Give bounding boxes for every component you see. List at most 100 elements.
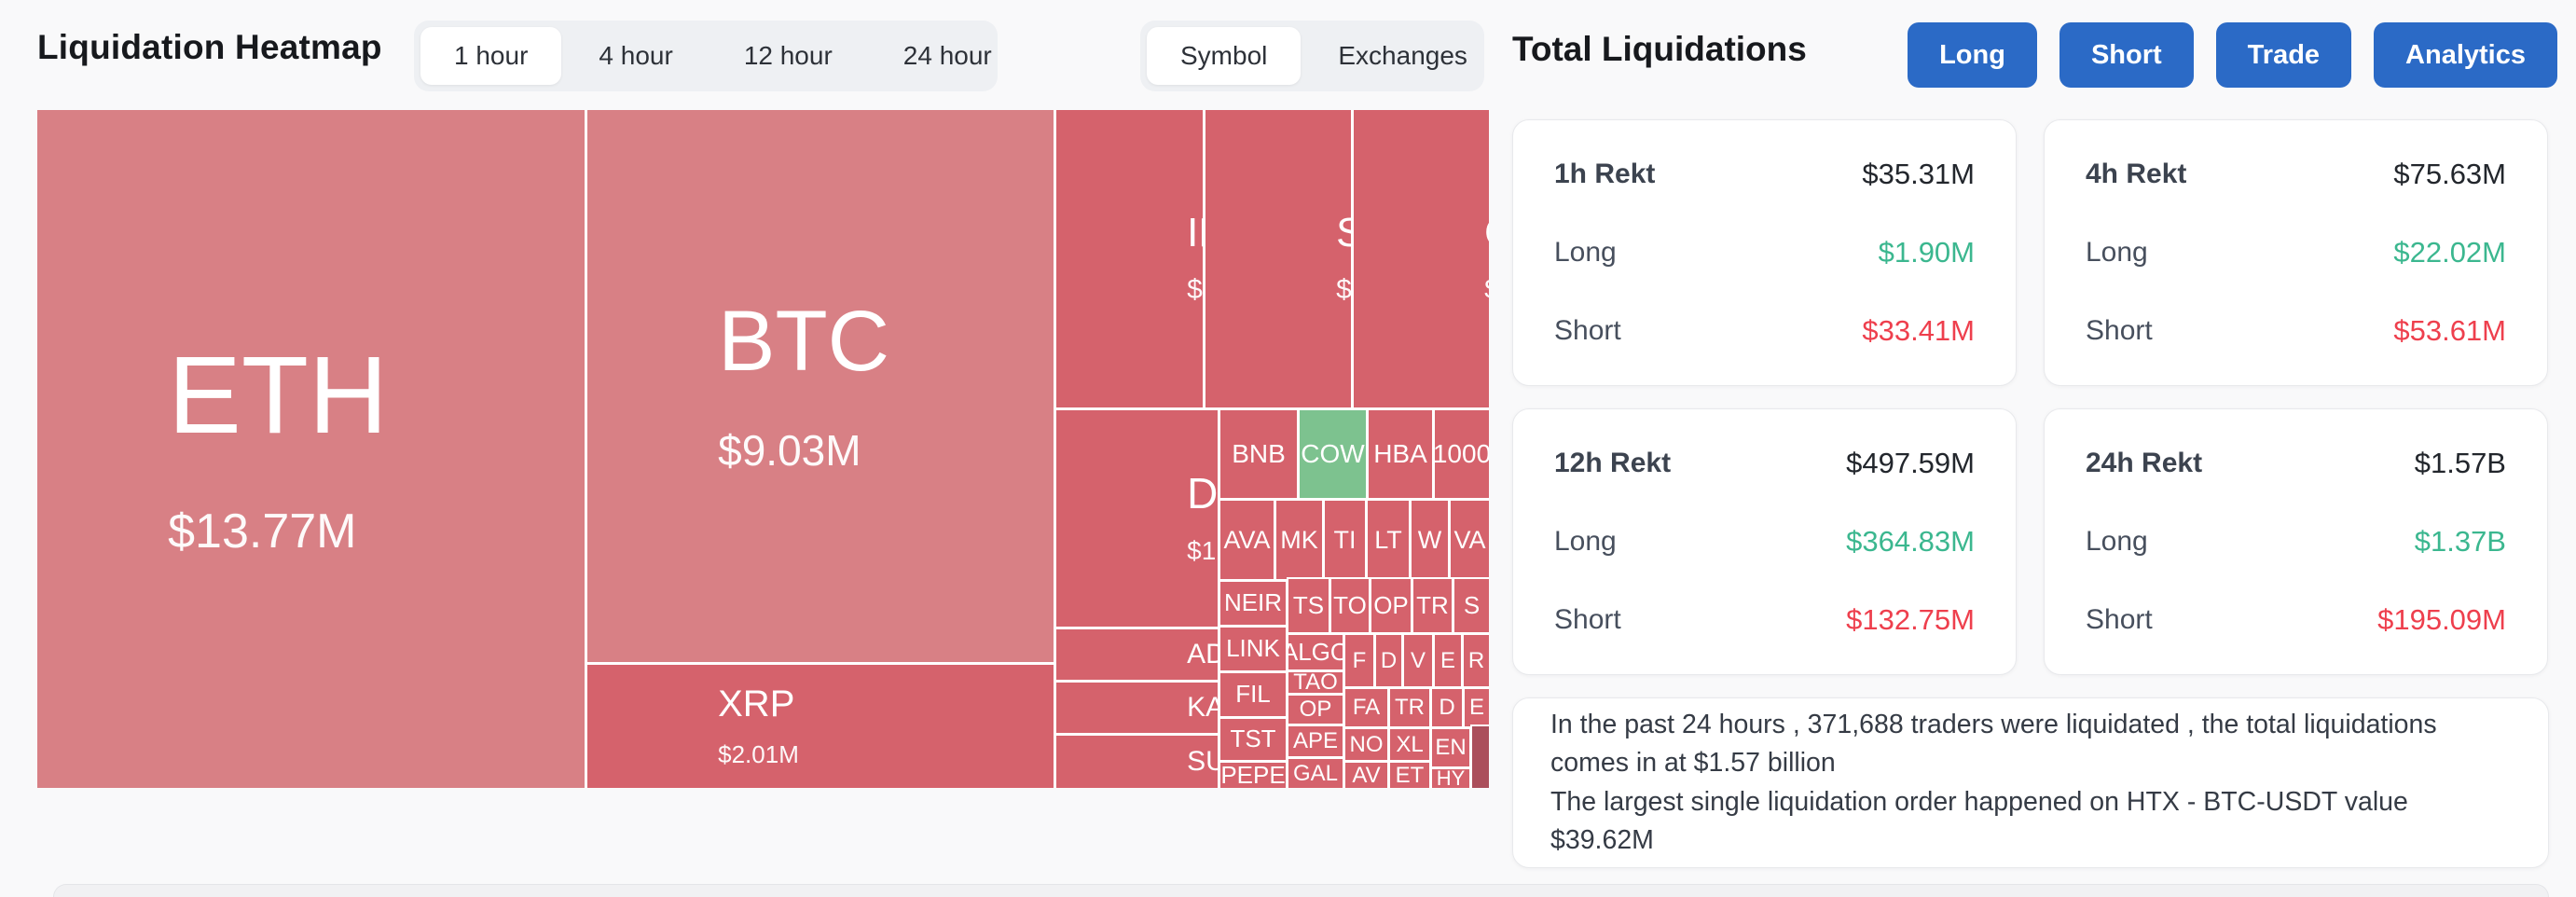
treemap-cell-ti[interactable]: TI (1323, 499, 1367, 581)
treemap-cell-tr[interactable]: TR (1388, 687, 1431, 728)
treemap-cell-xrp[interactable]: XRP $2.01M (585, 663, 1055, 788)
treemap-cell-tst[interactable]: TST (1219, 717, 1288, 762)
long-button[interactable]: Long (1908, 22, 2037, 88)
treemap-cell-ape[interactable]: APE (1287, 724, 1344, 758)
treemap-cell-eth[interactable]: ETH $13.77M (37, 110, 586, 788)
treemap-cell-value: $13.77M (168, 504, 357, 559)
treemap-cell-v[interactable]: V (1402, 633, 1434, 688)
stat-row-period: 12h Rekt $497.59M (1554, 447, 1975, 480)
time-tab-1-hour[interactable]: 1 hour (420, 27, 562, 85)
treemap-cell-op[interactable]: OP (1287, 694, 1344, 725)
treemap-cell-bnb[interactable]: BNB (1219, 408, 1299, 500)
treemap-cell-av[interactable]: AV (1343, 761, 1389, 788)
page-title: Liquidation Heatmap (37, 28, 382, 66)
treemap-cell-algo[interactable]: ALGO (1287, 633, 1344, 671)
liquidation-treemap: ETH $13.77M BTC $9.03M XRP $2.01M IP $1.57M SOL $… (37, 110, 1489, 788)
time-tab-4-hour[interactable]: 4 hour (599, 41, 673, 70)
stat-value-period: $497.59M (1846, 447, 1975, 479)
treemap-cell-en[interactable]: EN (1430, 727, 1471, 768)
treemap-cell-cow[interactable]: COW (1298, 408, 1368, 500)
treemap-cell-hba[interactable]: HBA (1367, 408, 1434, 500)
treemap-cell-symbol: LINK (1226, 634, 1280, 663)
treemap-cell-ava[interactable]: AVA (1219, 499, 1275, 581)
treemap-cell-dk[interactable] (1470, 724, 1489, 788)
stat-label: 4h Rekt (2086, 159, 2187, 189)
treemap-cell-link[interactable]: LINK (1219, 626, 1288, 672)
treemap-cell-to[interactable]: TO (1329, 577, 1371, 634)
stat-value-short: $132.75M (1846, 603, 1975, 636)
treemap-cell-symbol: ETH (168, 334, 389, 458)
stat-label: Long (2086, 237, 2148, 268)
treemap-cell-tao[interactable]: TAO (1287, 670, 1344, 695)
treemap-cell-symbol: COW (1301, 439, 1365, 469)
stat-label: Long (1554, 237, 1617, 268)
treemap-cell-f[interactable]: F (1343, 633, 1375, 688)
treemap-cell-others[interactable]: Others $1.50M (1352, 110, 1489, 409)
treemap-cell-sol[interactable]: SOL $1.54M (1204, 110, 1353, 409)
treemap-cell-symbol: PEPE (1220, 763, 1286, 788)
treemap-cell-no[interactable]: NO (1343, 727, 1389, 762)
stat-label: Short (2086, 315, 2153, 346)
treemap-cell-symbol: HBA (1373, 439, 1427, 469)
stat-label: Long (1554, 526, 1617, 557)
treemap-cell-gal[interactable]: GAL (1287, 757, 1344, 788)
stat-value-long: $1.90M (1878, 236, 1975, 269)
view-tab-symbol[interactable]: Symbol (1147, 27, 1302, 85)
treemap-cell-symbol: TO (1333, 590, 1367, 619)
treemap-cell-symbol: AVA (1223, 525, 1271, 554)
treemap-cell-doge[interactable]: DOGE $1.27M (1054, 408, 1219, 628)
analytics-button[interactable]: Analytics (2374, 22, 2557, 88)
treemap-cell-kaito[interactable]: KAITO (1054, 681, 1219, 735)
stat-row-short: Short $53.61M (2086, 314, 2506, 348)
treemap-cell-mk[interactable]: MK (1274, 499, 1324, 581)
treemap-cell-btc[interactable]: BTC $9.03M (585, 110, 1055, 664)
treemap-cell-xl[interactable]: XL (1388, 727, 1431, 762)
treemap-cell-fa[interactable]: FA (1343, 687, 1389, 728)
treemap-cell-ts[interactable]: TS (1287, 577, 1330, 634)
treemap-cell-symbol: SUI (1187, 746, 1218, 778)
treemap-cell-symbol: LT (1374, 525, 1402, 554)
treemap-cell-w[interactable]: W (1410, 499, 1450, 581)
treemap-cell-et[interactable]: ET (1388, 761, 1431, 788)
treemap-cell-symbol: GAL (1292, 760, 1339, 786)
treemap-cell-r[interactable]: R (1462, 633, 1489, 688)
treemap-cell-sui[interactable]: SUI (1054, 734, 1219, 788)
time-tab-24-hour[interactable]: 24 hour (902, 41, 992, 70)
treemap-cell-symbol: AV (1352, 763, 1381, 788)
treemap-cell-s[interactable]: S (1453, 577, 1489, 634)
treemap-cell-op[interactable]: OP (1370, 577, 1412, 634)
stat-value-short: $53.61M (2393, 314, 2506, 347)
treemap-cell-symbol: BTC (718, 294, 890, 390)
treemap-cell-symbol: MK (1280, 525, 1318, 554)
treemap-cell-ip[interactable]: IP $1.57M (1054, 110, 1205, 409)
treemap-cell-e[interactable]: E (1463, 687, 1489, 728)
treemap-cell-d[interactable]: D (1430, 687, 1464, 728)
treemap-cell-symbol: OP (1373, 590, 1409, 619)
treemap-cell-symbol: 1000 (1435, 439, 1489, 469)
treemap-cell-fil[interactable]: FIL (1219, 671, 1288, 718)
stat-label: Short (2086, 604, 2153, 635)
treemap-cell-pepe[interactable]: PEPE (1219, 761, 1288, 788)
short-button[interactable]: Short (2059, 22, 2194, 88)
treemap-cell-lt[interactable]: LT (1366, 499, 1411, 581)
treemap-cell-hy[interactable]: HY (1430, 767, 1471, 788)
treemap-cell-neir[interactable]: NEIR (1219, 580, 1288, 627)
treemap-cell-1000[interactable]: 1000 (1433, 408, 1489, 500)
treemap-cell-symbol: W (1417, 525, 1442, 554)
stat-row-short: Short $132.75M (1554, 603, 1975, 637)
treemap-cell-symbol: VA (1453, 525, 1486, 554)
treemap-cell-symbol: TAO (1293, 672, 1338, 693)
trade-button[interactable]: Trade (2215, 22, 2352, 88)
treemap-cell-va[interactable]: VA (1449, 499, 1489, 581)
stat-value-long: $364.83M (1846, 525, 1975, 558)
treemap-cell-symbol: BNB (1232, 439, 1286, 469)
treemap-cell-e[interactable]: E (1433, 633, 1463, 688)
stat-value-short: $195.09M (2377, 603, 2506, 636)
time-tab-12-hour[interactable]: 12 hour (743, 41, 833, 70)
treemap-cell-tr[interactable]: TR (1412, 577, 1453, 634)
treemap-cell-symbol: R (1467, 647, 1485, 673)
treemap-cell-d[interactable]: D (1374, 633, 1403, 688)
treemap-cell-ada[interactable]: ADA (1054, 628, 1219, 682)
stat-value-long: $22.02M (2393, 236, 2506, 269)
view-tab-exchanges[interactable]: Exchanges (1338, 41, 1467, 70)
